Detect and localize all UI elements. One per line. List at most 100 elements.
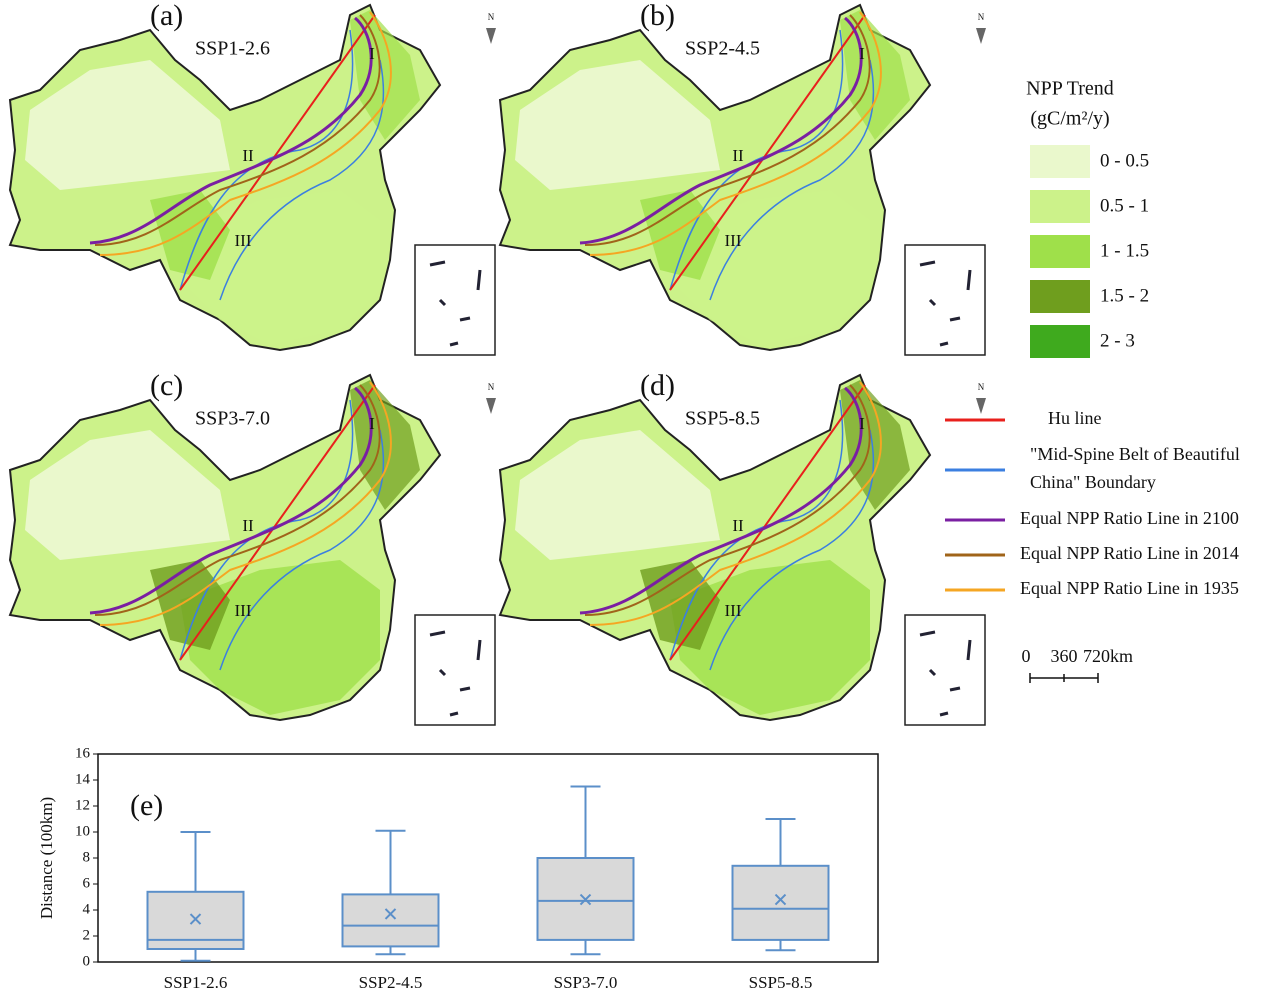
panel-label: (a) <box>150 0 183 32</box>
panel-label: (d) <box>640 369 675 402</box>
ratio-line-2100 <box>89 386 373 615</box>
ratio-line-1935 <box>99 381 392 626</box>
x-tick-label: SSP2-4.5 <box>359 973 423 992</box>
south-zone <box>670 560 870 715</box>
ratio-line-2100 <box>579 16 863 245</box>
scenario-label: SSP1-2.6 <box>195 38 270 60</box>
light-zone <box>515 60 720 190</box>
ratio-line-2014 <box>584 384 871 616</box>
box <box>731 864 830 941</box>
mean-marker <box>774 893 787 906</box>
y-tick-label: 10 <box>75 823 90 839</box>
inset-islands <box>919 260 972 347</box>
inset-islands <box>919 630 972 717</box>
hu-line <box>669 14 866 291</box>
mean-marker <box>189 913 202 925</box>
x-tick-label: SSP3-7.0 <box>554 973 618 992</box>
y-tick-label: 4 <box>83 901 91 917</box>
hu-line <box>179 14 376 291</box>
region-label: II <box>732 146 744 165</box>
legend-line-label: Equal NPP Ratio Line in 2100 <box>1020 508 1239 528</box>
ratio-line-1935 <box>589 11 882 256</box>
region-boundary <box>179 29 354 291</box>
mean-marker <box>384 908 397 920</box>
northeast-zone <box>350 380 420 510</box>
legend-line-label: Equal NPP Ratio Line in 2014 <box>1020 543 1239 563</box>
x-tick-label: SSP1-2.6 <box>164 973 228 992</box>
legend-swatch <box>1030 145 1090 178</box>
southwest-zone <box>150 560 230 650</box>
inset-islands <box>429 630 482 717</box>
region-label: II <box>732 516 744 535</box>
y-axis-title: Distance (100km) <box>37 797 56 919</box>
legend-swatch <box>1030 280 1090 313</box>
box <box>341 893 440 948</box>
ratio-line-1935 <box>99 11 392 256</box>
south-sea-inset <box>414 614 496 726</box>
region-boundary <box>669 399 844 661</box>
scale-label: 360 <box>1051 646 1078 666</box>
region-label: III <box>235 231 252 250</box>
mean-marker <box>579 893 592 906</box>
northeast-zone <box>350 10 420 140</box>
north-arrow: N <box>488 12 495 22</box>
south-zone <box>180 560 380 715</box>
northeast-zone <box>840 10 910 140</box>
y-tick-label: 16 <box>75 745 91 761</box>
south-sea-inset <box>904 614 986 726</box>
region-label: II <box>242 146 254 165</box>
ratio-line-2014 <box>584 14 871 246</box>
region-label: III <box>725 231 742 250</box>
panel-label: (e) <box>130 789 163 822</box>
legend-label: 0 - 0.5 <box>1100 150 1149 171</box>
scenario-label: SSP3-7.0 <box>195 408 270 430</box>
light-zone <box>25 430 230 560</box>
region-label: III <box>235 601 252 620</box>
region-label: I <box>369 44 375 63</box>
north-arrow: N <box>978 382 985 392</box>
legend-unit: (gC/m²/y) <box>1030 108 1109 130</box>
panel-label: (b) <box>640 0 675 32</box>
region-boundary <box>179 399 354 661</box>
y-tick-label: 2 <box>83 927 91 943</box>
legend-label: 1.5 - 2 <box>1100 285 1149 306</box>
legend-line-label: Equal NPP Ratio Line in 1935 <box>1020 578 1239 598</box>
ratio-line-2100 <box>89 16 373 245</box>
legend-label: 1 - 1.5 <box>1100 240 1149 261</box>
region-label: III <box>725 601 742 620</box>
northeast-zone <box>840 380 910 510</box>
southwest-zone <box>640 190 720 280</box>
legend-line-label: "Mid-Spine Belt of Beautiful <box>1030 444 1240 464</box>
legend-label: 0.5 - 1 <box>1100 195 1149 216</box>
north-symbol <box>486 28 496 44</box>
light-zone <box>25 60 230 190</box>
ratio-line-2014 <box>94 384 381 616</box>
y-tick-label: 6 <box>83 875 91 891</box>
hu-line <box>669 384 866 661</box>
scale-bar <box>1029 673 1099 683</box>
southwest-zone <box>150 190 230 280</box>
scenario-label: SSP5-8.5 <box>685 408 760 430</box>
x-tick-label: SSP5-8.5 <box>749 973 813 992</box>
scale-label: 720km <box>1083 646 1133 666</box>
y-tick-label: 8 <box>83 849 91 865</box>
region-label: II <box>242 516 254 535</box>
ratio-line-2014 <box>94 14 381 246</box>
south-zone <box>180 190 380 345</box>
panel-label: (c) <box>150 369 183 402</box>
south-sea-inset <box>904 244 986 356</box>
ratio-line-2100 <box>579 386 863 615</box>
south-sea-inset <box>414 244 496 356</box>
legend-label: 2 - 3 <box>1100 330 1135 351</box>
north-symbol <box>486 398 496 414</box>
southwest-zone <box>640 560 720 650</box>
scenario-label: SSP2-4.5 <box>685 38 760 60</box>
south-zone <box>670 190 870 345</box>
legend-swatch <box>1030 235 1090 268</box>
hu-line <box>179 384 376 661</box>
light-zone <box>515 430 720 560</box>
